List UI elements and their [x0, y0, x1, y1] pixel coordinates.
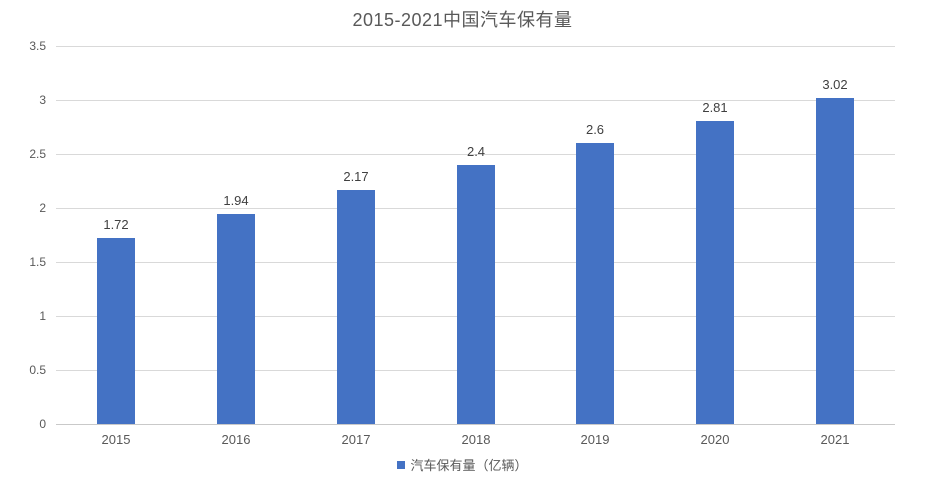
- legend-label: 汽车保有量（亿辆）: [410, 458, 528, 473]
- data-label: 3.02: [822, 77, 848, 92]
- bar-2020: 2.81: [696, 100, 734, 424]
- legend: 汽车保有量（亿辆）: [0, 455, 925, 474]
- x-axis-tick-label: 2015: [101, 432, 131, 447]
- y-axis-tick-label: 3.5: [29, 39, 46, 53]
- y-axis-tick-label: 1.5: [29, 255, 46, 269]
- x-axis-tick-label: 2020: [700, 432, 730, 447]
- bar-2016: 1.94: [217, 193, 255, 424]
- y-axis-tick-label: 0: [39, 417, 46, 431]
- x-axis-tick-label: 2018: [461, 432, 491, 447]
- data-label: 2.17: [343, 169, 369, 184]
- bar-2015: 1.72: [97, 217, 135, 424]
- gridline: [56, 46, 895, 47]
- x-axis-tick-label: 2021: [820, 432, 850, 447]
- y-axis-tick-label: 1: [39, 309, 46, 323]
- bar-2019: 2.6: [576, 122, 614, 424]
- bar-2021: 3.02: [816, 77, 854, 424]
- data-label: 2.81: [702, 100, 728, 115]
- plot-area: 0 0.5 1 1.5 2 2.5 3 3.5 1.72 2015 1.94 2016 2.17 2017…: [29, 39, 895, 447]
- data-label: 1.72: [103, 217, 129, 232]
- data-label: 2.4: [466, 144, 486, 159]
- x-axis-tick-label: 2017: [341, 432, 371, 447]
- y-axis-tick-label: 0.5: [29, 363, 46, 377]
- chart-title: 2015-2021中国汽车保有量: [352, 10, 573, 30]
- gridline: [56, 100, 895, 101]
- x-axis-tick-label: 2016: [221, 432, 251, 447]
- y-axis-tick-label: 3: [39, 93, 46, 107]
- data-label: 1.94: [223, 193, 249, 208]
- gridline: [56, 154, 895, 155]
- y-axis-tick-label: 2: [39, 201, 46, 215]
- legend-marker-icon: [397, 460, 406, 469]
- data-label: 2.6: [585, 122, 605, 137]
- bar-2018: 2.4: [457, 144, 495, 424]
- bar-2017: 2.17: [337, 169, 375, 424]
- y-axis-tick-label: 2.5: [29, 147, 46, 161]
- x-axis-tick-label: 2019: [580, 432, 610, 447]
- x-axis-line: [56, 424, 895, 425]
